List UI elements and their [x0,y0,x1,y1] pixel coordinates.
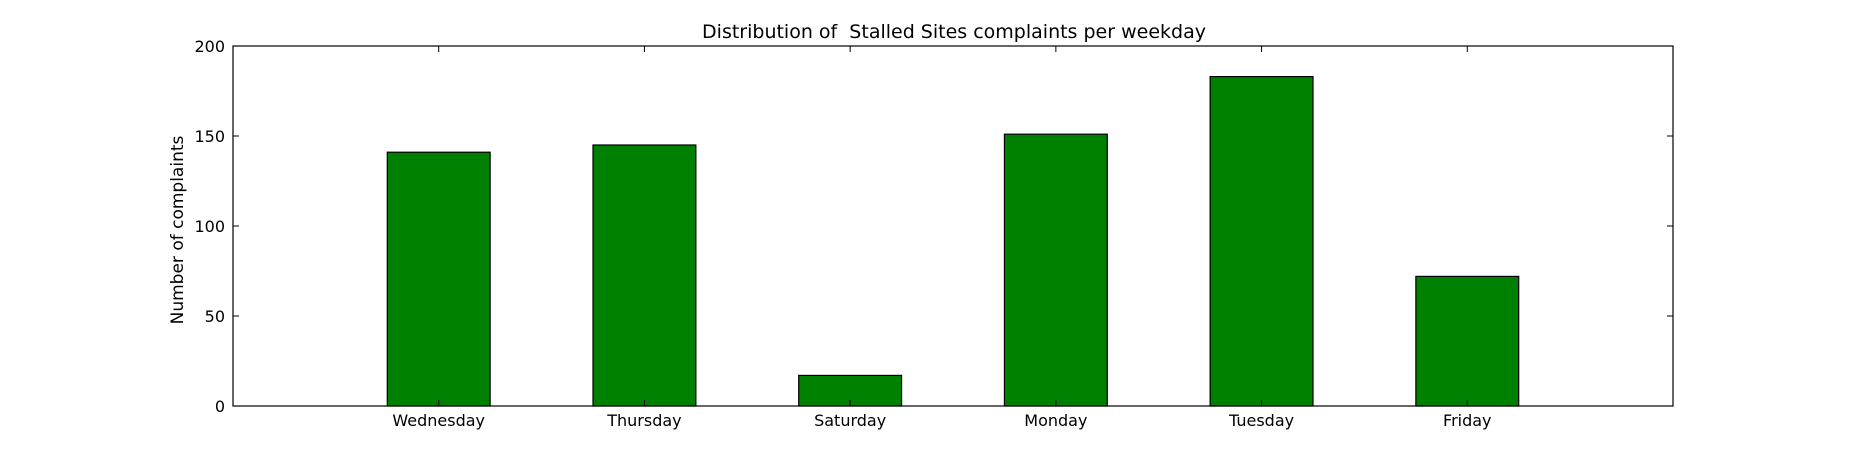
bar-friday [1415,275,1520,407]
tick-labels: Wednesday Thursday Saturday Monday Tuesday Fr… [194,37,1491,430]
chart-title: Distribution of Stalled Sites complaints… [702,21,1206,43]
y-tick-label-200: 200 [194,37,225,56]
x-tick-label-monday: Monday [1024,411,1087,430]
y-tick-label-150: 150 [194,127,225,146]
y-tick-label-0: 0 [215,397,225,416]
x-tick-label-wednesday: Wednesday [392,411,485,430]
y-tick-label-50: 50 [205,307,225,326]
x-tick-label-friday: Friday [1443,411,1492,430]
plot-area-frame [232,45,1674,407]
x-tick-label-tuesday: Tuesday [1228,411,1294,430]
bar-tuesday [1209,75,1314,407]
bar-monday [1003,133,1108,407]
x-tick-label-saturday: Saturday [814,411,886,430]
y-tick-label-100: 100 [194,217,225,236]
y-axis-label: Number of complaints [168,135,188,324]
bar-wednesday [386,151,491,407]
bars [386,75,1520,407]
x-tick-label-thursday: Thursday [606,411,681,430]
bar-thursday [592,144,697,407]
